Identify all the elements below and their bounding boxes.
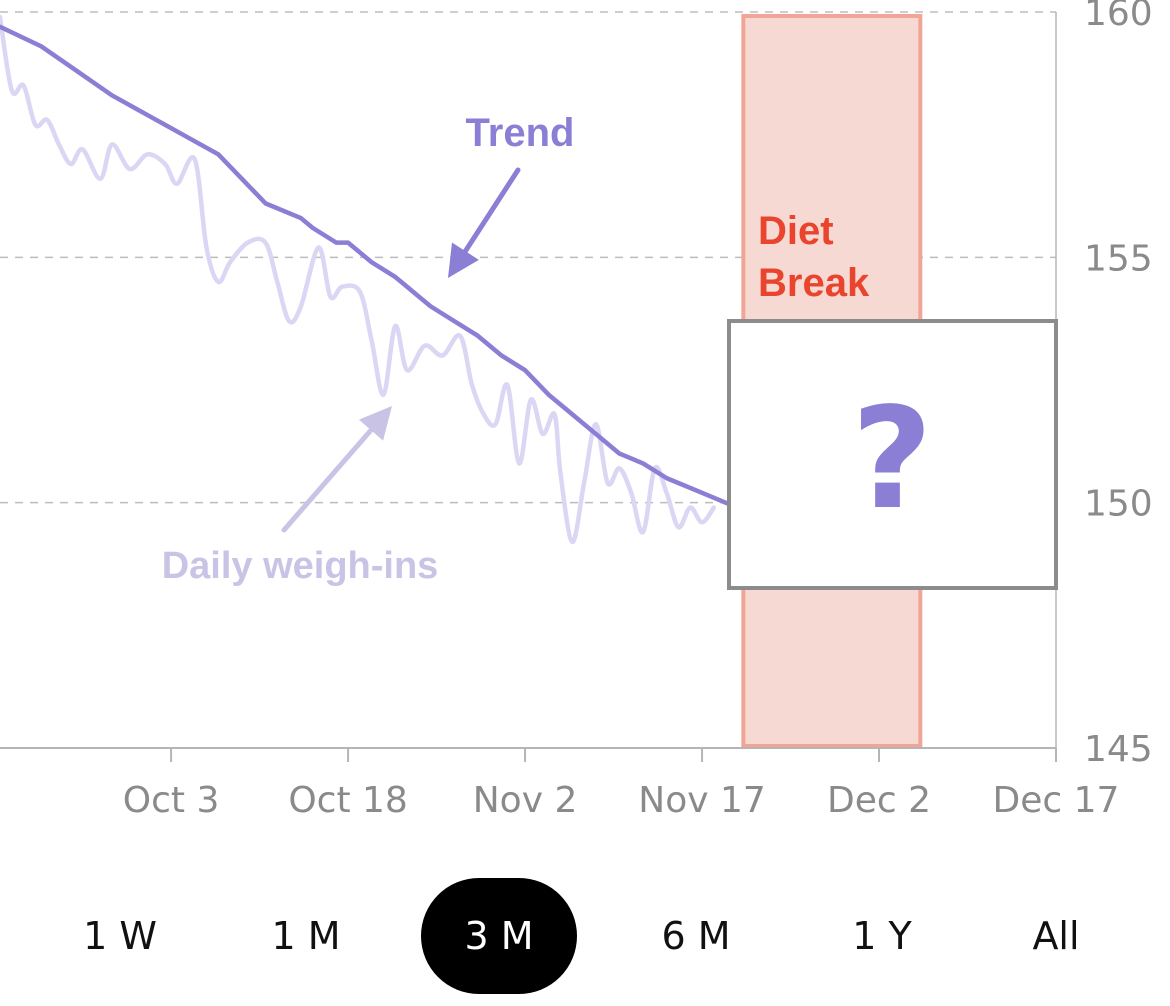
grid-lines: [0, 11, 1056, 504]
x-tick-label-0: Oct 3: [123, 780, 220, 821]
diet-break-label-line1: Diet: [758, 209, 834, 253]
range-6m-button[interactable]: 6 M: [661, 914, 731, 958]
y-tick-label-160: 160: [1084, 0, 1153, 34]
daily-arrow: [281, 406, 392, 533]
range-3m-button[interactable]: 3 M: [421, 878, 577, 994]
trend-label: Trend: [466, 111, 575, 155]
daily-weigh-ins-label: Daily weigh-ins: [162, 545, 439, 587]
x-tick-label-1: Oct 18: [288, 780, 408, 821]
question-mark-icon: ?: [851, 378, 932, 541]
y-tick-label-145: 145: [1084, 729, 1153, 770]
x-tick-label-5: Dec 17: [993, 780, 1120, 821]
y-tick-label-155: 155: [1084, 238, 1153, 279]
axes: 160 155 150 145 Oct 3 Oct 18 Nov 2 Nov 17 Dec 2 D…: [0, 0, 1153, 821]
range-all-button[interactable]: All: [1032, 914, 1080, 958]
range-1m-button[interactable]: 1 M: [271, 914, 341, 958]
series-daily-weigh-ins: [0, 14, 717, 545]
series-trend: [0, 24, 740, 510]
series-lines: [0, 14, 740, 545]
weight-chart: 160 155 150 145 Oct 3 Oct 18 Nov 2 Nov 17 Dec 2 D…: [0, 0, 1153, 821]
trend-arrow-head: [448, 242, 479, 278]
x-tick-label-2: Nov 2: [473, 780, 578, 821]
trend-arrow-shaft: [462, 167, 521, 254]
y-tick-label-150: 150: [1084, 484, 1153, 525]
x-tick-label-4: Dec 2: [827, 780, 931, 821]
daily-arrow-head: [358, 406, 392, 441]
trend-arrow: [448, 167, 521, 278]
annotations: Trend Daily weigh-ins Diet Break?: [162, 111, 1058, 590]
daily-arrow-shaft: [281, 427, 374, 533]
diet-break-label-line2: Break: [758, 261, 870, 305]
range-1w-button[interactable]: 1 W: [83, 914, 157, 958]
time-range-selector: 1 W 1 M 3 M 6 M 1 Y All: [0, 870, 1170, 1006]
unknown-box: [727, 319, 1058, 590]
range-1y-button[interactable]: 1 Y: [852, 914, 912, 958]
x-tick-label-3: Nov 17: [638, 780, 766, 821]
